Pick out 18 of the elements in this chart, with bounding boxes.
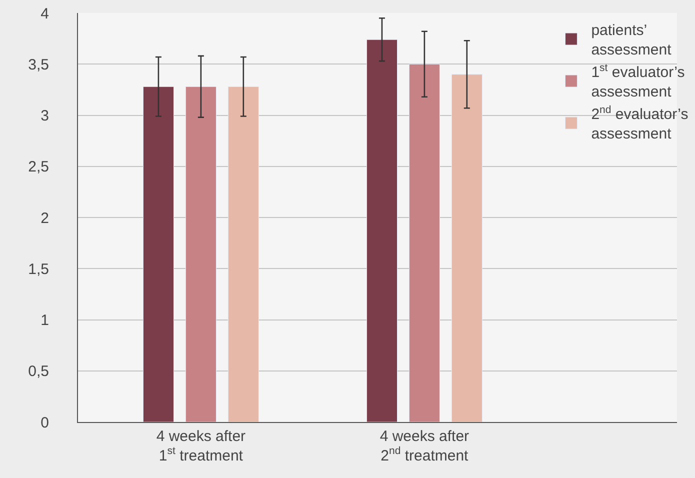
bar	[185, 86, 216, 422]
y-tick-label: 1	[40, 312, 49, 329]
bar	[366, 39, 398, 422]
x-tick-label: 4 weeks after 2$^{nd}$ treatment	[380, 428, 470, 464]
bar	[451, 74, 482, 422]
y-tick-label: 0	[40, 414, 49, 432]
y-tick-label: 0,5	[28, 363, 49, 380]
y-tick-label: 1,5	[28, 260, 49, 278]
legend-label: 2$^{nd}$ evaluator’s assessment	[591, 104, 688, 143]
y-tick-label: 2,5	[28, 158, 49, 176]
bar	[142, 86, 174, 422]
bar	[228, 86, 259, 422]
y-tick-label: 3,5	[28, 56, 49, 74]
y-tick-label: 2	[40, 210, 49, 227]
y-tick-label: 4	[40, 5, 49, 22]
y-tick-label: 3	[40, 108, 49, 124]
bar	[408, 64, 440, 422]
x-tick-label: 4 weeks after 1$^{st}$ treatment	[156, 428, 246, 464]
